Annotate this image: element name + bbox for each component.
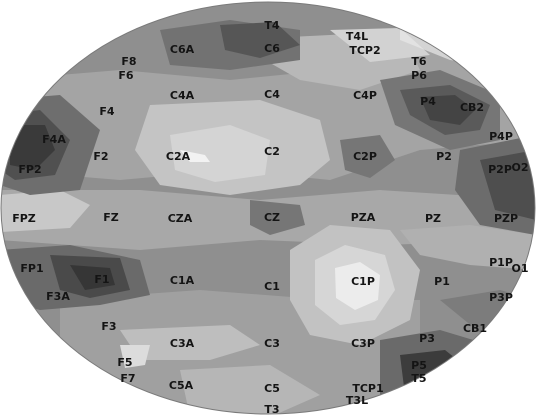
electrode-label-f8: F8 <box>121 55 136 68</box>
electrode-label-f2: F2 <box>93 150 108 163</box>
electrode-label-f4a: F4A <box>42 133 66 146</box>
electrode-label-p2p: P2P <box>488 163 512 176</box>
electrode-label-p5: P5 <box>411 359 427 372</box>
electrode-label-p4p: P4P <box>489 130 513 143</box>
region-darkest-f1 <box>70 265 115 290</box>
region-lightest-c2a <box>180 150 210 162</box>
electrode-label-c1p: C1P <box>351 275 375 288</box>
region-light-pz <box>400 225 535 270</box>
electrode-label-f1: F1 <box>94 273 109 286</box>
electrode-label-c5a: C5A <box>169 379 194 392</box>
electrode-label-t3: T3 <box>264 403 279 416</box>
region-lighter-f5 <box>120 345 150 368</box>
region-darker-o2 <box>480 150 535 220</box>
electrode-label-t5: T5 <box>411 372 426 385</box>
electrode-label-c1a: C1A <box>170 274 195 287</box>
electrode-label-p2: P2 <box>436 150 452 163</box>
electrode-label-o1: O1 <box>511 262 528 275</box>
electrode-label-c1: C1 <box>264 280 280 293</box>
electrode-label-cz: CZ <box>264 211 280 224</box>
electrode-label-fpz: FPZ <box>12 212 36 225</box>
electrode-label-c2a: C2A <box>166 150 191 163</box>
region-light-c3a <box>120 325 260 360</box>
electrode-label-c2: C2 <box>264 145 280 158</box>
electrode-label-c4: C4 <box>264 88 280 101</box>
electrode-label-t4: T4 <box>264 19 280 32</box>
electrode-label-pzp: PZP <box>494 212 518 225</box>
electrode-label-tcp1: TCP1 <box>352 382 383 395</box>
region-darkest-f4a <box>10 125 55 170</box>
electrode-label-cb1: CB1 <box>463 322 487 335</box>
electrode-label-fp2: FP2 <box>18 163 41 176</box>
region-lightest-c1p <box>335 262 380 310</box>
electrode-label-t3l: T3L <box>346 394 368 407</box>
electrode-label-p1: P1 <box>434 275 450 288</box>
region-dark-p5 <box>380 330 490 414</box>
electrode-label-p6: P6 <box>411 69 427 82</box>
electrode-label-p1p: P1P <box>489 256 513 269</box>
region-light-fpz <box>1 190 90 232</box>
electrode-label-c3a: C3A <box>170 337 195 350</box>
electrode-label-f3a: F3A <box>46 290 70 303</box>
electrode-label-p4: P4 <box>420 95 436 108</box>
electrode-label-o2: O2 <box>511 161 528 174</box>
electrode-label-f6: F6 <box>118 69 134 82</box>
electrode-label-f3: F3 <box>101 320 116 333</box>
electrode-label-c6: C6 <box>264 42 280 55</box>
electrode-label-tcp2: TCP2 <box>349 44 380 57</box>
electrode-label-c4p: C4P <box>353 89 377 102</box>
electrode-label-p3: P3 <box>419 332 435 345</box>
electrode-label-f4: F4 <box>99 105 115 118</box>
electrode-label-pz: PZ <box>425 212 441 225</box>
electrode-label-c2p: C2P <box>353 150 377 163</box>
region-light-c5 <box>180 365 320 414</box>
electrode-label-p3p: P3P <box>489 291 513 304</box>
electrode-label-c6a: C6A <box>170 43 195 56</box>
electrode-label-t6: T6 <box>411 55 427 68</box>
electrode-label-fz: FZ <box>103 211 119 224</box>
region-darkest-p4 <box>420 95 475 125</box>
electrode-label-c4a: C4A <box>170 89 195 102</box>
electrode-label-cza: CZA <box>168 212 193 225</box>
region-dark-c2p <box>340 135 395 178</box>
electrode-label-pza: PZA <box>351 211 376 224</box>
electrode-label-c5: C5 <box>264 382 280 395</box>
electrode-label-t4l: T4L <box>346 30 368 43</box>
region-dark-cz <box>250 200 305 235</box>
electrode-label-c3: C3 <box>264 337 280 350</box>
electrode-label-f7: F7 <box>120 372 135 385</box>
electrode-label-fp1: FP1 <box>20 262 43 275</box>
electrode-label-f5: F5 <box>117 356 132 369</box>
electrode-label-cb2: CB2 <box>460 101 484 114</box>
region-lighter-c2 <box>170 125 270 182</box>
electrode-label-c3p: C3P <box>351 337 375 350</box>
region-darker-c6 <box>220 22 300 58</box>
